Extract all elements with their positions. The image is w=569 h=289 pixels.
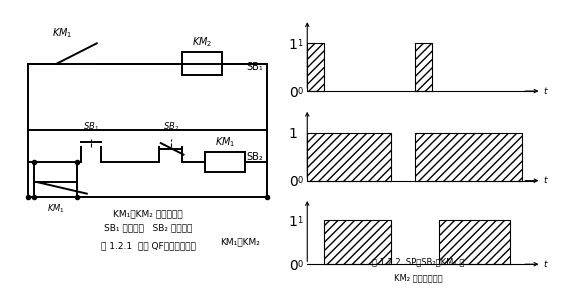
Bar bbox=[415, 133, 522, 181]
Text: KM₁、KM₂ 交流接触器: KM₁、KM₂ 交流接触器 bbox=[113, 209, 183, 218]
Bar bbox=[415, 43, 431, 91]
Text: 1: 1 bbox=[297, 39, 303, 48]
Bar bbox=[182, 52, 222, 75]
Bar bbox=[307, 43, 324, 91]
Text: SB₂: SB₂ bbox=[246, 152, 263, 162]
Text: t: t bbox=[544, 260, 547, 269]
Text: Δt: Δt bbox=[419, 113, 428, 122]
Text: 0: 0 bbox=[297, 260, 303, 269]
Bar bbox=[324, 220, 391, 264]
Bar bbox=[439, 220, 510, 264]
Text: Δt: Δt bbox=[386, 202, 395, 211]
Text: $KM_2$: $KM_2$ bbox=[192, 35, 212, 49]
Text: 0: 0 bbox=[297, 176, 303, 185]
Text: $KM_1$: $KM_1$ bbox=[215, 135, 235, 149]
Text: t: t bbox=[544, 176, 547, 185]
Text: t: t bbox=[544, 87, 547, 96]
Text: 1: 1 bbox=[297, 216, 303, 225]
Text: 图 1.2.1  开关 QF跳闸控制电路: 图 1.2.1 开关 QF跳闸控制电路 bbox=[101, 241, 195, 250]
Text: Δt: Δt bbox=[311, 113, 320, 122]
Text: KM₁、KM₂: KM₁、KM₂ bbox=[220, 238, 260, 247]
Text: $SB_2$: $SB_2$ bbox=[163, 121, 179, 133]
Text: 0: 0 bbox=[297, 87, 303, 96]
Bar bbox=[307, 133, 391, 181]
Text: KM₂ 的工作状态图: KM₂ 的工作状态图 bbox=[394, 273, 443, 282]
Text: 图 1.2.2  SP、SB₂、KM₁ 和: 图 1.2.2 SP、SB₂、KM₁ 和 bbox=[372, 257, 464, 266]
Bar bbox=[205, 152, 245, 172]
Text: SB₁: SB₁ bbox=[246, 62, 263, 72]
Text: $KM_1$: $KM_1$ bbox=[47, 202, 64, 215]
Text: $KM_1$: $KM_1$ bbox=[52, 27, 73, 40]
Text: SB₁ 启动按鈕   SB₂ 停止按鈕: SB₁ 启动按鈕 SB₂ 停止按鈕 bbox=[104, 224, 192, 233]
Text: $SB_1$: $SB_1$ bbox=[83, 121, 99, 133]
